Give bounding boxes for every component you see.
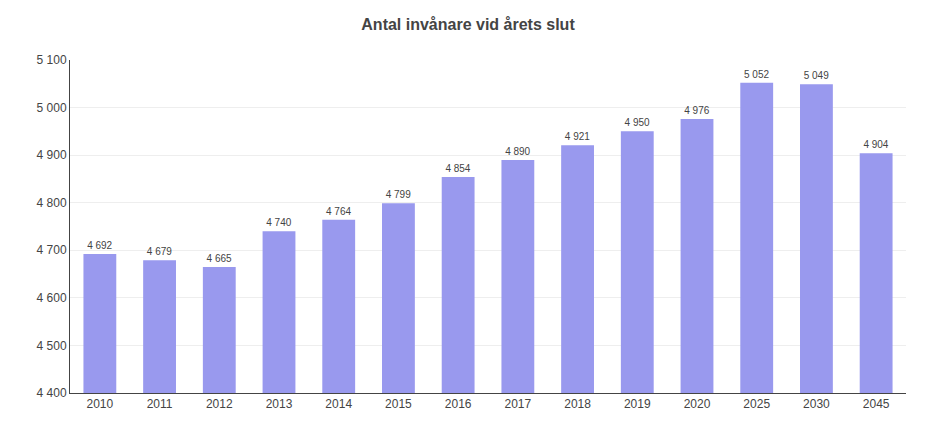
svg-text:2045: 2045 — [863, 397, 890, 411]
svg-text:2013: 2013 — [266, 397, 293, 411]
svg-text:4 400: 4 400 — [37, 386, 67, 400]
svg-text:4 950: 4 950 — [625, 117, 650, 128]
svg-text:2011: 2011 — [147, 397, 173, 411]
svg-text:4 600: 4 600 — [37, 291, 67, 305]
svg-text:4 799: 4 799 — [386, 189, 411, 200]
svg-text:5 052: 5 052 — [744, 69, 769, 80]
svg-text:2018: 2018 — [564, 397, 591, 411]
svg-text:2030: 2030 — [803, 397, 830, 411]
svg-text:4 692: 4 692 — [87, 240, 112, 251]
svg-text:2014: 2014 — [325, 397, 352, 411]
svg-text:2019: 2019 — [624, 397, 651, 411]
svg-text:4 976: 4 976 — [684, 105, 709, 116]
svg-text:Antal invånare vid årets slut: Antal invånare vid årets slut — [361, 16, 575, 33]
svg-text:4 740: 4 740 — [266, 217, 291, 228]
svg-text:4 800: 4 800 — [37, 196, 67, 210]
svg-text:4 700: 4 700 — [37, 243, 67, 257]
svg-text:5 049: 5 049 — [804, 70, 829, 81]
svg-text:5 000: 5 000 — [37, 101, 67, 115]
svg-text:2025: 2025 — [743, 397, 770, 411]
svg-text:4 854: 4 854 — [445, 163, 470, 174]
svg-text:2012: 2012 — [206, 397, 233, 411]
svg-text:4 904: 4 904 — [863, 139, 888, 150]
svg-text:4 900: 4 900 — [37, 148, 67, 162]
svg-text:4 665: 4 665 — [207, 253, 232, 264]
svg-text:2020: 2020 — [684, 397, 711, 411]
svg-text:2017: 2017 — [505, 397, 532, 411]
svg-text:2016: 2016 — [445, 397, 472, 411]
svg-text:5 100: 5 100 — [37, 53, 67, 67]
svg-text:2010: 2010 — [87, 397, 114, 411]
svg-text:4 679: 4 679 — [147, 246, 172, 257]
svg-text:4 921: 4 921 — [565, 131, 590, 142]
svg-text:2015: 2015 — [385, 397, 412, 411]
svg-text:4 764: 4 764 — [326, 206, 351, 217]
svg-text:4 890: 4 890 — [505, 146, 530, 157]
svg-text:4 500: 4 500 — [37, 339, 67, 353]
